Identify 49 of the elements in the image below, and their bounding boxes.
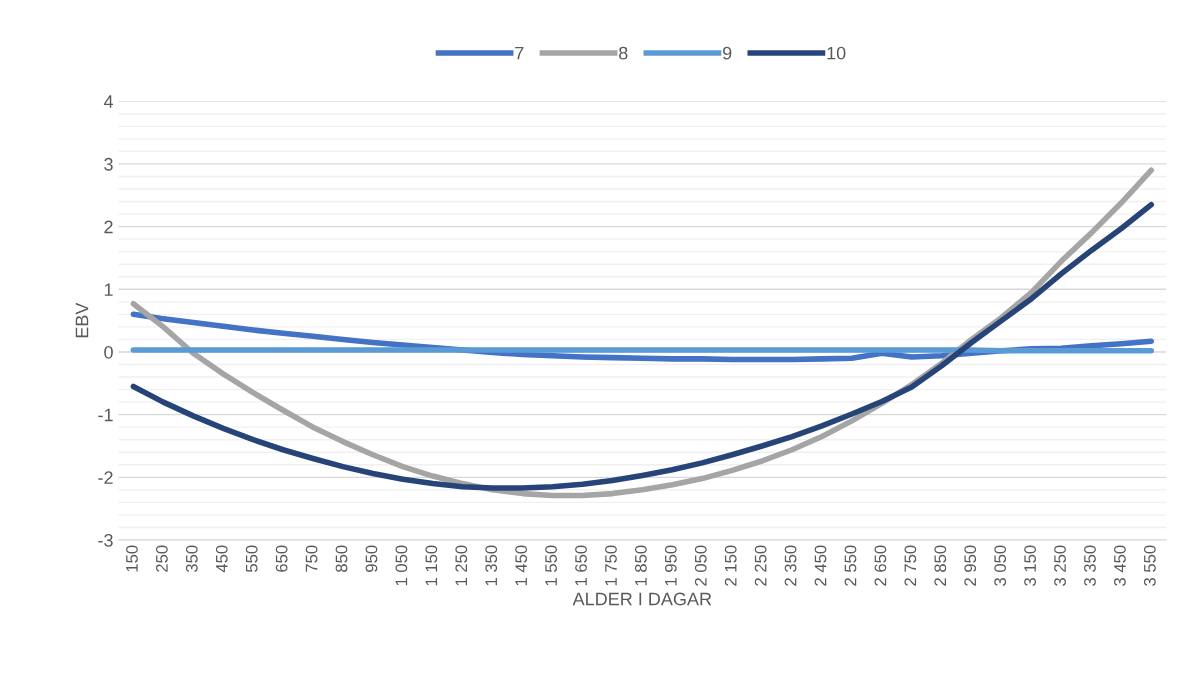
y-tick-label: -2 xyxy=(98,471,113,484)
x-tick-label: 2 250 xyxy=(754,545,767,586)
x-tick-label: 1 750 xyxy=(605,545,617,586)
y-axis-title: EBV xyxy=(75,302,89,338)
legend-label: 8 xyxy=(619,46,628,60)
x-tick-label: 550 xyxy=(245,545,258,572)
y-tick-label: -3 xyxy=(98,533,113,547)
x-tick-label: 750 xyxy=(305,545,318,572)
x-tick-label: 3 550 xyxy=(1143,545,1156,586)
x-tick-label: 350 xyxy=(185,545,198,573)
y-tick-label: 4 xyxy=(103,95,114,108)
x-tick-label: 3 250 xyxy=(1054,545,1066,586)
x-tick-label: 1 950 xyxy=(664,545,677,586)
x-tick-label: 3 050 xyxy=(994,545,1007,586)
x-tick-label: 2 050 xyxy=(694,545,707,586)
x-tick-label: 1 850 xyxy=(634,545,647,586)
x-tick-label: 450 xyxy=(215,545,228,573)
x-tick-label: 2 450 xyxy=(814,545,827,586)
x-tick-label: 1 350 xyxy=(485,545,498,586)
legend-label: 7 xyxy=(515,46,524,60)
y-tick-label: -1 xyxy=(98,408,113,422)
x-tick-label: 2 350 xyxy=(784,545,797,586)
y-tick-label: 2 xyxy=(104,220,113,234)
x-tick-label: 1 250 xyxy=(455,545,468,586)
x-tick-label: 2 850 xyxy=(934,545,947,586)
x-tick-label: 3 350 xyxy=(1084,545,1096,586)
x-tick-label: 2 150 xyxy=(724,545,737,586)
y-tick-label: 1 xyxy=(104,283,113,296)
x-tick-label: 1 450 xyxy=(515,545,528,586)
y-tick-label: 0 xyxy=(104,345,113,359)
legend-label: 10 xyxy=(827,46,846,60)
y-tick-label: 3 xyxy=(104,157,113,171)
x-tick-label: 1 150 xyxy=(425,545,438,586)
x-tick-label: 650 xyxy=(275,545,288,572)
x-tick-label: 2 650 xyxy=(874,545,887,586)
x-tick-label: 2 550 xyxy=(844,545,857,586)
x-tick-label: 1 650 xyxy=(575,545,587,586)
x-tick-label: 2 950 xyxy=(964,545,977,586)
x-tick-label: 250 xyxy=(155,545,168,572)
x-tick-label: 150 xyxy=(126,545,138,572)
x-tick-label: 1 050 xyxy=(395,545,408,586)
x-tick-label: 3 150 xyxy=(1024,545,1036,586)
x-tick-label: 3 450 xyxy=(1114,545,1126,586)
x-tick-label: 850 xyxy=(335,545,348,572)
x-axis-title: ALDER I DAGAR xyxy=(572,592,712,606)
legend-label: 9 xyxy=(723,46,732,60)
x-tick-label: 2 750 xyxy=(904,545,917,586)
x-tick-label: 1 550 xyxy=(545,545,557,586)
x-tick-label: 950 xyxy=(365,545,378,572)
